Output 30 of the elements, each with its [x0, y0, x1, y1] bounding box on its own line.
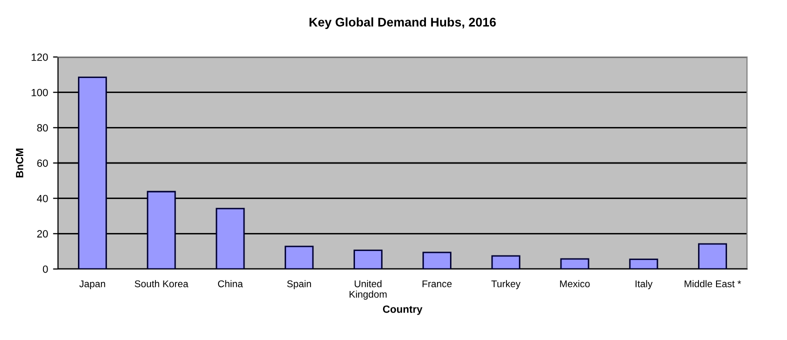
x-tick-label: South Korea — [134, 280, 188, 288]
x-axis-title: Country — [382, 305, 422, 315]
x-tick-label: United Kingdom — [350, 280, 387, 300]
x-tick-label: Spain — [287, 280, 311, 290]
x-tick-label: Japan — [79, 280, 106, 290]
bar — [284, 246, 314, 269]
y-tick-label: 120 — [32, 54, 48, 61]
x-tick-label: Turkey — [491, 280, 521, 290]
bar — [491, 255, 520, 269]
chart-title: Key Global Demand Hubs, 2016 — [310, 17, 496, 30]
y-axis-title: BnCM — [16, 148, 24, 178]
bar — [78, 76, 107, 269]
x-tick-label: China — [218, 280, 243, 288]
bar — [560, 258, 590, 269]
y-tick-label: 60 — [37, 160, 48, 167]
y-tick-label: 0 — [42, 266, 48, 273]
bar — [698, 243, 728, 269]
y-tick-label: 40 — [36, 194, 48, 202]
bar — [216, 208, 245, 269]
bar — [146, 190, 176, 269]
x-tick-label: Mexico — [560, 280, 590, 288]
x-tick-label: Middle East * — [684, 280, 742, 288]
x-tick-label: Italy — [636, 280, 653, 290]
y-tick-label: 20 — [37, 230, 48, 238]
y-tick-label: 100 — [32, 88, 48, 96]
x-tick-label: France — [422, 280, 452, 288]
bar — [422, 252, 452, 269]
bar — [629, 258, 658, 269]
y-tick-label: 80 — [37, 124, 48, 132]
bar — [354, 250, 383, 269]
